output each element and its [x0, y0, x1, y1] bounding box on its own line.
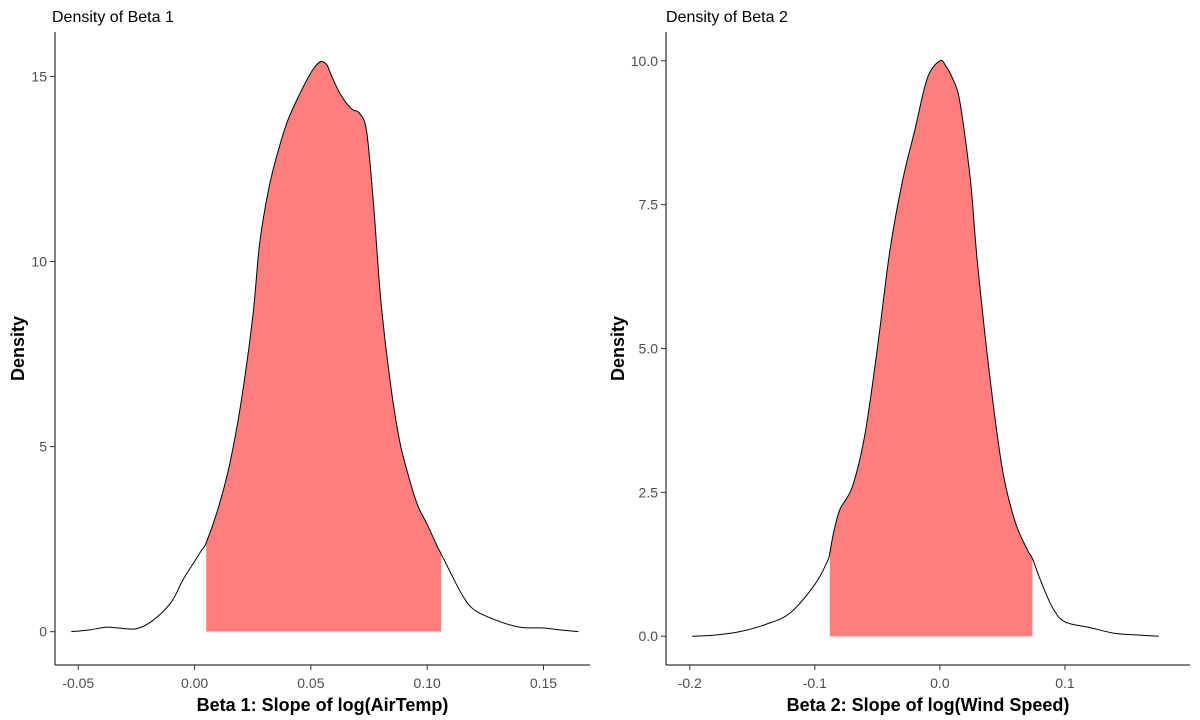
- x-tick-label: -0.2: [678, 675, 702, 691]
- density-panel-beta-1: -0.05 0.00 0.05 0.10 0.15 0 5 10 15 Density of Be…: [8, 9, 590, 715]
- y-tick-label: 10: [31, 254, 47, 270]
- y-tick-label: 0: [39, 624, 47, 640]
- y-tick-label: 7.5: [639, 197, 659, 213]
- x-tick-label: -0.1: [803, 675, 827, 691]
- density-curve-line: [71, 61, 579, 633]
- y-tick-label: 15: [31, 68, 47, 84]
- density-panel-beta-2: -0.2 -0.1 0.0 0.1 0.0 2.5 5.0 7.5 10.0 Density of…: [600, 0, 1200, 720]
- chart-title: Density of Beta 1: [52, 9, 174, 26]
- chart-title: Density of Beta 2: [666, 9, 788, 26]
- y-tick-label: 5: [39, 439, 47, 455]
- y-tick-label: 0.0: [639, 628, 659, 644]
- density-curve-line: [692, 59, 1159, 637]
- x-tick-label: 0.0: [930, 675, 950, 691]
- shaded-interval-area: [206, 61, 442, 632]
- x-axis-title: Beta 2: Slope of log(Wind Speed): [787, 695, 1070, 715]
- y-tick-label: 2.5: [639, 484, 659, 500]
- density-chart-beta-1: -0.05 0.00 0.05 0.10 0.15 0 5 10 15 Density of Be…: [8, 9, 590, 715]
- y-axis-title: Density: [608, 316, 628, 381]
- x-tick-label: 0.15: [530, 675, 557, 691]
- x-tick-label: 0.1: [1055, 675, 1075, 691]
- x-tick-label: -0.05: [62, 675, 94, 691]
- x-axis-title: Beta 1: Slope of log(AirTemp): [197, 695, 449, 715]
- x-tick-label: 0.00: [181, 675, 208, 691]
- x-tick-label: 0.10: [414, 675, 441, 691]
- y-axis-title: Density: [8, 316, 28, 381]
- x-tick-label: 0.05: [297, 675, 324, 691]
- y-tick-label: 5.0: [639, 341, 659, 357]
- density-chart-beta-2: -0.2 -0.1 0.0 0.1 0.0 2.5 5.0 7.5 10.0 Density of…: [608, 9, 1190, 715]
- shaded-interval-area: [829, 60, 1033, 637]
- y-tick-label: 10.0: [631, 53, 658, 69]
